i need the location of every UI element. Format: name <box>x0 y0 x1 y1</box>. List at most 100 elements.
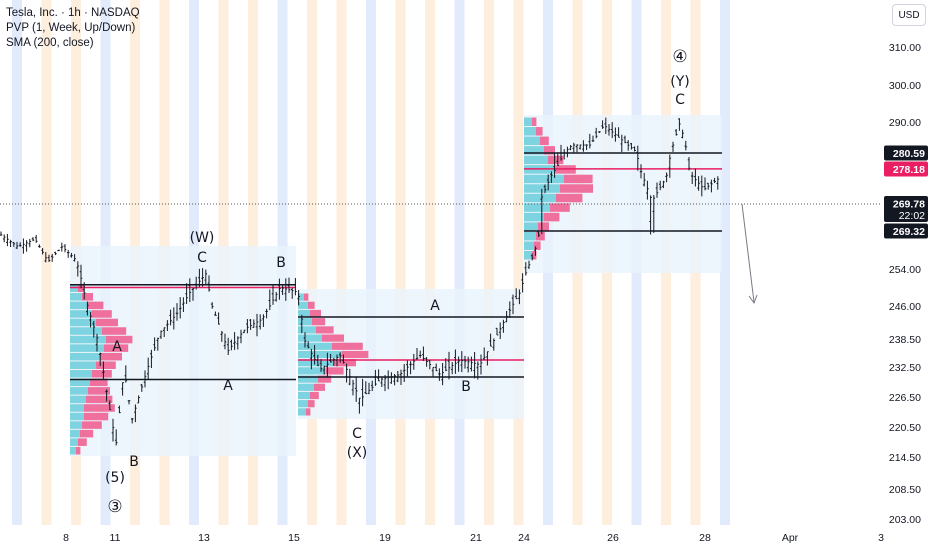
volume-bar-up <box>524 250 532 260</box>
volume-bar-down <box>100 352 122 361</box>
volume-bar-down <box>556 193 583 203</box>
pvp-indicator-label[interactable]: PVP (1, Week, Up/Down) <box>6 22 136 34</box>
session-band <box>720 0 730 525</box>
x-tick-label: 21 <box>470 532 482 544</box>
x-tick-label: 8 <box>63 532 69 544</box>
volume-bar-down <box>540 136 549 146</box>
volume-bar-up <box>524 174 564 184</box>
volume-bar-up <box>298 318 312 326</box>
volume-bar-down <box>96 361 116 369</box>
volume-bar-down <box>82 421 102 429</box>
volume-bar-up <box>70 421 82 429</box>
y-tick-label: 238.50 <box>889 334 921 346</box>
projection-arrow <box>741 203 755 303</box>
wave-label: A <box>112 339 122 355</box>
y-tick-label: 220.50 <box>889 422 921 434</box>
volume-bar-up <box>70 335 106 344</box>
wave-label: B <box>129 454 139 470</box>
volume-bar-down <box>322 334 344 342</box>
volume-bar-up <box>70 318 96 327</box>
volume-bar-up <box>70 327 102 335</box>
volume-bar-up <box>70 412 84 421</box>
volume-bar-up <box>524 127 536 136</box>
x-tick-label: 13 <box>198 532 210 544</box>
volume-bar-up <box>524 184 560 193</box>
volume-bar-down <box>550 203 570 212</box>
volume-bar-up <box>70 301 88 310</box>
wave-label: B <box>276 255 286 271</box>
volume-bar-up <box>70 352 100 361</box>
price-badge-countdown: 22:02 <box>899 210 925 222</box>
session-band <box>366 0 376 525</box>
volume-bar-up <box>298 326 316 334</box>
session-band <box>336 0 347 525</box>
volume-bar-up <box>524 146 544 155</box>
wave-label: (W) <box>190 230 215 246</box>
session-band <box>425 0 435 525</box>
y-tick-label: 300.00 <box>889 80 921 92</box>
volume-bar-up <box>70 293 82 301</box>
wave-label: C <box>197 250 207 266</box>
projection-arrowhead <box>748 294 758 305</box>
wave-label: C <box>352 426 362 442</box>
wave-label: (X) <box>347 445 368 461</box>
volume-bar-down <box>88 387 110 395</box>
sma-indicator-label[interactable]: SMA (200, close) <box>6 37 94 49</box>
volume-profile-boxes <box>70 115 722 456</box>
volume-bar-down <box>312 318 326 326</box>
volume-bar-up <box>70 387 88 395</box>
y-tick-label: 214.50 <box>889 452 921 464</box>
y-tick-label: 226.50 <box>889 392 921 404</box>
symbol-title[interactable]: Tesla, Inc. · 1h · NASDAQ <box>6 7 140 19</box>
volume-bar-up <box>298 391 310 400</box>
volume-bar-up <box>298 400 308 408</box>
price-badge-value: 269.32 <box>893 226 925 238</box>
price-axis: 310.00 300.00 290.00 254.00 246.00 238.50 232.… <box>889 42 921 526</box>
candles <box>0 117 720 446</box>
volume-bar-up <box>70 344 104 352</box>
volume-bar-down <box>90 378 108 387</box>
volume-bar-down <box>314 383 325 391</box>
y-tick-label: 203.00 <box>889 514 921 526</box>
volume-bar-down <box>106 335 133 344</box>
volume-bar-down <box>544 212 560 222</box>
x-tick-label: 15 <box>288 532 300 544</box>
price-badge-value: 269.78 <box>893 199 925 211</box>
volume-bar-down <box>86 395 113 404</box>
volume-bar-down <box>334 359 356 367</box>
volume-bar-up <box>298 350 342 359</box>
volume-bar-down <box>544 146 555 155</box>
volume-bar-up <box>524 136 540 146</box>
volume-bar-down <box>80 429 94 438</box>
volume-bar-down <box>78 438 87 446</box>
volume-bar-up <box>298 367 326 375</box>
session-band <box>12 0 22 525</box>
volume-bar-down <box>342 350 369 359</box>
x-tick-label: 24 <box>518 532 530 544</box>
wave-label: (Y) <box>670 74 689 90</box>
volume-bar-down <box>102 327 127 335</box>
volume-bar-up <box>298 301 308 309</box>
volume-bar-up <box>298 408 306 416</box>
session-band <box>484 0 494 525</box>
wave-label: B <box>461 379 471 395</box>
volume-bar-up <box>524 231 536 241</box>
volume-bar-down <box>306 408 311 416</box>
volume-bar-down <box>84 412 109 421</box>
y-tick-label: 246.00 <box>889 301 921 313</box>
volume-bar-up <box>70 361 96 369</box>
volume-bar-up <box>70 395 86 404</box>
volume-bar-down <box>536 127 543 136</box>
price-badge-value: 280.59 <box>893 148 925 160</box>
volume-bar-down <box>326 367 344 375</box>
volume-bar-down <box>316 326 334 334</box>
currency-button[interactable]: USD <box>892 4 926 26</box>
x-tick-label: 26 <box>607 532 619 544</box>
volume-bar-down <box>104 344 129 352</box>
volume-bar-up <box>298 375 318 383</box>
volume-bar-up <box>298 334 322 342</box>
volume-bar-down <box>78 284 85 293</box>
